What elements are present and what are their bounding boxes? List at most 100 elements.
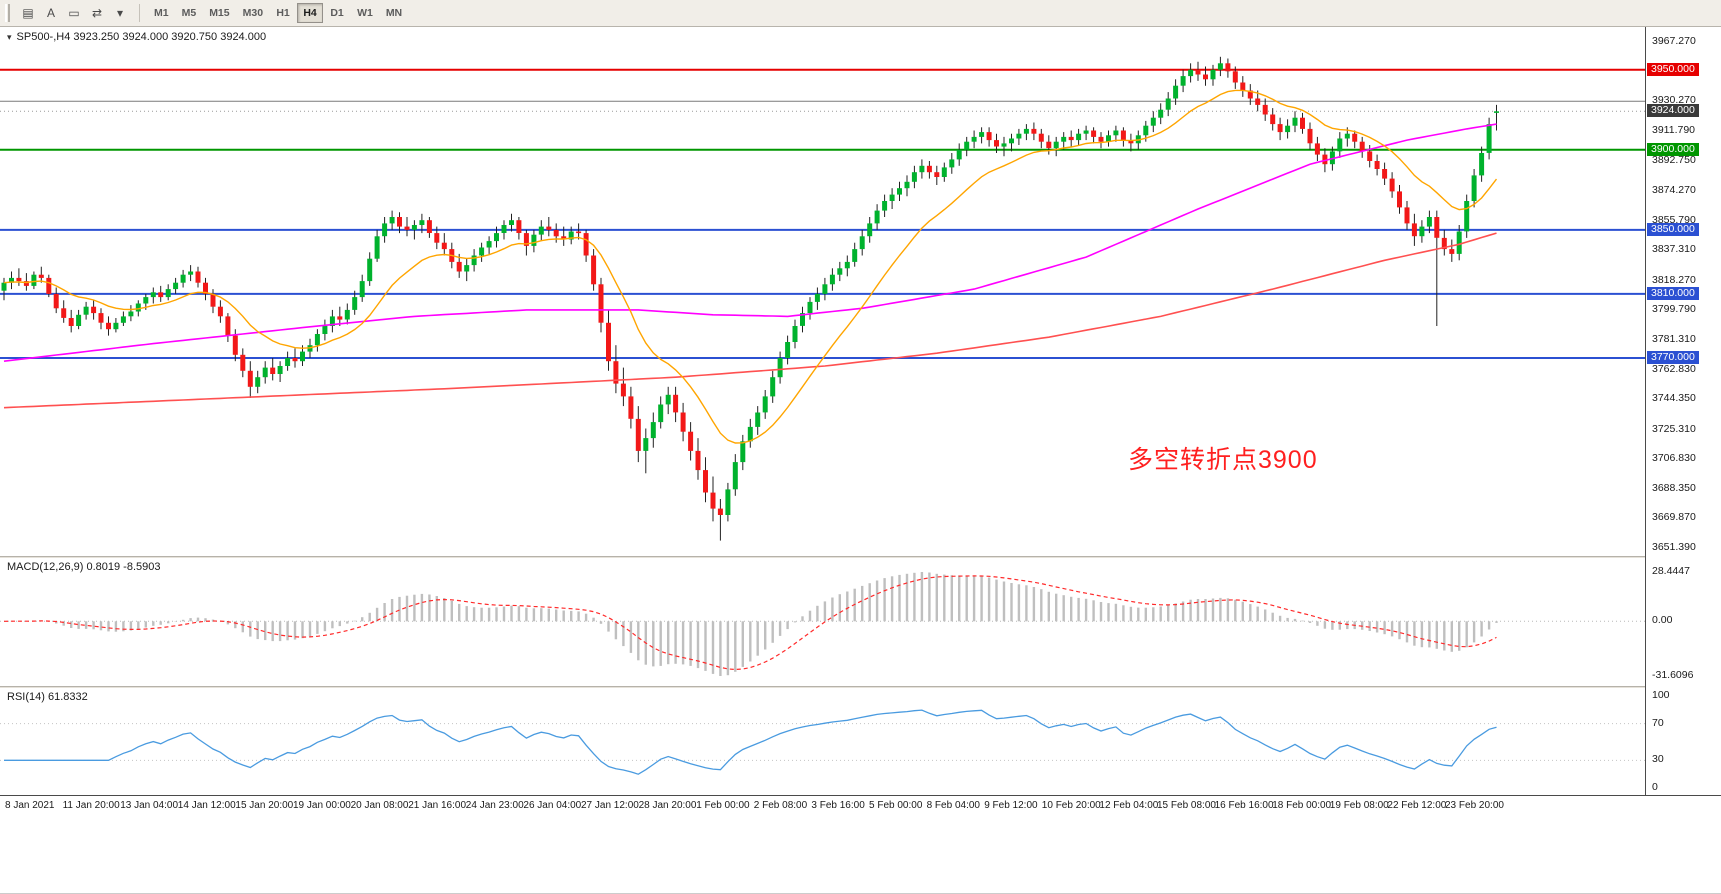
time-axis-label: 8 Jan 2021: [5, 800, 55, 811]
price-chart-canvas[interactable]: [0, 27, 1645, 556]
text-annotation-icon[interactable]: A: [46, 6, 55, 20]
candle: [9, 271, 14, 290]
rsi-indicator-label: RSI(14) 61.8332: [7, 691, 88, 703]
candle: [501, 220, 507, 240]
candle: [367, 252, 373, 286]
candle: [262, 361, 268, 384]
timeframe-button-d1[interactable]: D1: [330, 7, 344, 19]
price-axis-label: 3706.830: [1652, 452, 1696, 465]
candle: [1083, 125, 1089, 141]
time-axis-label: 13 Jan 04:00: [120, 800, 179, 811]
price-axis[interactable]: 3967.270 3950.000 3930.270 3924.000 3911.790…: [1645, 27, 1721, 795]
candle: [374, 229, 380, 262]
macd-panel-canvas[interactable]: [0, 558, 1645, 686]
rsi-axis-label: 30: [1652, 753, 1664, 766]
candle: [441, 233, 447, 256]
price-axis-label: 3669.870: [1652, 511, 1696, 524]
candle: [479, 242, 485, 262]
cycle-symbols-icon[interactable]: ⇄: [91, 6, 103, 20]
time-axis-label: 19 Jan 00:00: [293, 800, 351, 811]
candle: [889, 188, 895, 209]
time-axis-label: 18 Feb 00:00: [1272, 800, 1332, 811]
candle: [1285, 119, 1291, 139]
toolbar-separator: [139, 4, 140, 22]
candle: [1382, 162, 1388, 185]
time-axis-label: 2 Feb 08:00: [753, 800, 808, 811]
candle: [941, 162, 947, 182]
ma-slow-line: [3, 232, 1497, 409]
candle: [188, 265, 194, 282]
time-axis-label: 5 Feb 00:00: [869, 800, 923, 811]
candle: [897, 181, 902, 201]
time-axis-label: 23 Feb 20:00: [1445, 800, 1504, 811]
panel-divider[interactable]: [0, 556, 1721, 558]
candle: [777, 351, 783, 384]
candle: [1426, 210, 1432, 234]
price-tag-3900: 3900.000: [1647, 142, 1699, 156]
candle: [867, 217, 873, 243]
price-axis-label: 3781.310: [1652, 332, 1696, 345]
dropdown-caret-icon[interactable]: ▾: [116, 6, 124, 20]
candle: [1494, 104, 1499, 131]
toolbar-icons-group: ▤ A ▭ ⇄ ▾: [17, 3, 131, 23]
candle: [1128, 133, 1134, 152]
candle: [1240, 76, 1246, 97]
time-axis[interactable]: 8 Jan 2021 11 Jan 20:00 13 Jan 04:00 14 Jan…: [0, 795, 1721, 818]
candle: [568, 226, 574, 245]
timeframe-button-m1[interactable]: M1: [154, 7, 169, 19]
candle: [665, 386, 671, 415]
candle: [397, 212, 402, 234]
price-axis-label: 3688.350: [1652, 481, 1696, 494]
candle: [1, 277, 7, 301]
timeframe-button-h4[interactable]: H4: [297, 3, 324, 23]
time-axis-label: 15 Feb 08:00: [1157, 800, 1216, 811]
time-axis-label: 19 Feb 08:00: [1329, 800, 1389, 811]
candle: [1397, 185, 1402, 214]
collapse-arrow-icon[interactable]: ▾: [7, 31, 12, 42]
timeframe-button-w1[interactable]: W1: [357, 7, 373, 19]
candle: [322, 319, 328, 341]
ma-fast-line: [3, 89, 1498, 444]
candle: [494, 226, 499, 248]
candle: [1053, 136, 1059, 157]
rsi-panel-canvas[interactable]: [0, 688, 1645, 795]
candle: [150, 287, 156, 304]
candle: [546, 217, 552, 237]
candle: [225, 313, 231, 342]
timeframe-button-m15[interactable]: M15: [209, 7, 230, 19]
time-axis-label: 8 Feb 04:00: [926, 800, 980, 811]
candle: [1464, 194, 1470, 238]
charts-grid-icon[interactable]: ▤: [22, 6, 34, 20]
candle: [740, 434, 746, 471]
candle: [158, 285, 164, 302]
candle: [1061, 132, 1067, 150]
candle: [837, 261, 843, 282]
candle: [553, 223, 559, 243]
candle: [591, 249, 597, 291]
candle: [1479, 146, 1485, 182]
candle: [979, 127, 985, 144]
timeframe-button-mn[interactable]: MN: [385, 7, 403, 19]
timeframe-button-m5[interactable]: M5: [181, 7, 197, 19]
candle: [120, 311, 126, 326]
candle: [217, 300, 223, 323]
panel-divider[interactable]: [0, 686, 1721, 688]
time-axis-label: 20 Jan 08:00: [350, 800, 409, 811]
candle: [359, 274, 365, 302]
price-axis-label: 3762.830: [1652, 362, 1696, 375]
timeframe-button-m30[interactable]: M30: [242, 7, 264, 19]
candle: [1300, 112, 1305, 134]
candle: [1113, 125, 1119, 142]
price-axis-label: 3818.270: [1652, 273, 1696, 286]
candle: [1165, 92, 1171, 117]
toolbar-drag-handle[interactable]: [5, 4, 10, 22]
timeframe-button-h1[interactable]: H1: [276, 7, 290, 19]
candle: [1158, 103, 1164, 125]
candle: [76, 309, 82, 330]
time-axis-label: 9 Feb 12:00: [984, 800, 1038, 811]
candle: [606, 309, 611, 371]
rsi-axis-label: 70: [1652, 716, 1664, 729]
candle: [1009, 133, 1014, 152]
textbox-icon[interactable]: ▭: [68, 6, 80, 20]
time-axis-label: 3 Feb 16:00: [811, 800, 865, 811]
